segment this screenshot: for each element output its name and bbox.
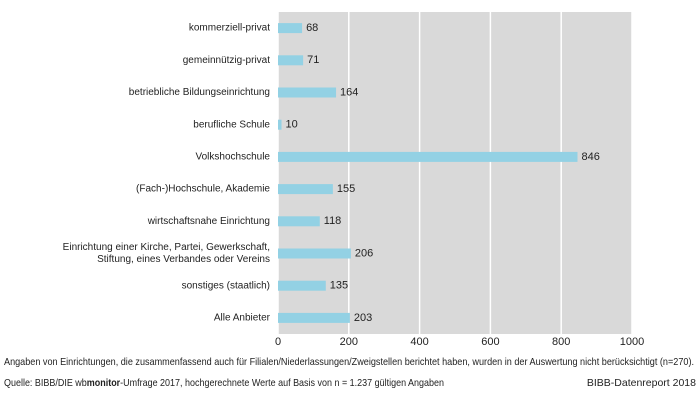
source: Quelle: BIBB/DIE wbmonitor-Umfrage 2017,…: [4, 377, 444, 389]
x-tick-label: 400: [410, 336, 428, 348]
x-tick-label: 1000: [620, 336, 644, 348]
plot-background: [278, 12, 632, 334]
value-label: 846: [581, 151, 599, 163]
bar: [278, 216, 320, 227]
y-tick-label: Stiftung, eines Verbandes oder Vereins: [97, 254, 270, 265]
bar: [278, 119, 282, 130]
y-tick-label: gemeinnützig-privat: [183, 55, 270, 66]
y-tick-label: Einrichtung einer Kirche, Partei, Gewerk…: [63, 242, 270, 253]
value-label: 155: [337, 183, 355, 195]
y-tick-label: (Fach-)Hochschule, Akademie: [136, 184, 270, 195]
bar: [278, 184, 333, 195]
source-part: monitor: [87, 377, 120, 389]
value-label: 68: [306, 22, 318, 34]
x-tick-label: 600: [481, 336, 499, 348]
bar: [278, 280, 326, 291]
x-tick-label: 200: [340, 336, 358, 348]
value-label: 10: [286, 119, 298, 131]
bar: [278, 248, 351, 259]
value-label: 71: [307, 54, 319, 66]
bar: [278, 151, 578, 162]
bar: [278, 87, 337, 98]
y-tick-label: Alle Anbieter: [214, 313, 271, 324]
x-tick-label: 800: [552, 336, 570, 348]
y-tick-label: berufliche Schule: [193, 119, 270, 130]
value-label: 203: [354, 312, 372, 324]
credit: BIBB-Datenreport 2018: [587, 377, 696, 389]
value-label: 206: [355, 247, 373, 259]
x-tick-label: 0: [275, 336, 281, 348]
y-tick-label: kommerziell-privat: [189, 23, 270, 34]
y-tick-label: betriebliche Bildungseinrichtung: [129, 87, 270, 98]
source-part: Quelle: BIBB/DIE wb: [4, 377, 87, 389]
y-tick-label: wirtschaftsnahe Einrichtung: [147, 216, 270, 227]
bar: [278, 55, 304, 66]
source-part: -Umfrage 2017, hochgerechnete Werte auf …: [120, 377, 444, 389]
y-tick-label: Volkshochschule: [196, 152, 271, 163]
y-tick-label: sonstiges (staatlich): [182, 280, 270, 291]
value-label: 118: [324, 215, 342, 227]
bar: [278, 23, 303, 34]
value-label: 164: [340, 86, 358, 98]
bar: [278, 312, 350, 323]
value-label: 135: [330, 280, 348, 292]
footnote: Angaben von Einrichtungen, die zusammenf…: [4, 356, 694, 368]
